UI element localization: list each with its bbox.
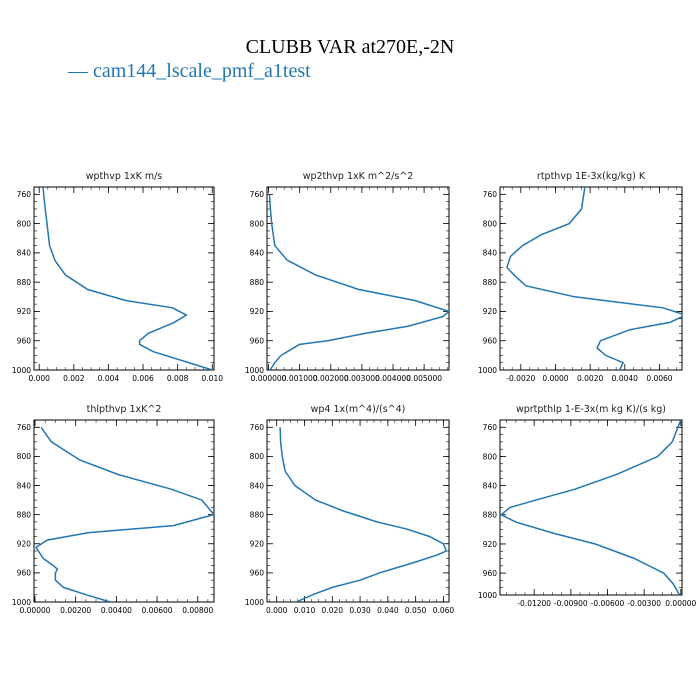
x-tick-label: 0.00400: [101, 606, 132, 615]
x-tick-label: 0.000000: [251, 374, 287, 383]
y-tick-label: 920: [483, 307, 498, 316]
y-tick-label: 880: [250, 510, 265, 519]
y-tick-label: 800: [250, 219, 265, 228]
y-tick-label: 760: [17, 423, 32, 432]
y-tick-label: 880: [483, 278, 498, 287]
x-tick-label: 0.030: [349, 606, 371, 615]
x-tick-label: 0.010: [294, 606, 316, 615]
legend-line-glyph: —: [68, 60, 88, 82]
page-title: CLUBB VAR at270E,-2N: [245, 36, 455, 58]
y-tick-label: 840: [17, 249, 32, 258]
y-tick-label: 960: [483, 569, 498, 578]
x-tick-label: 0.004000: [375, 374, 411, 383]
y-tick-label: 880: [17, 510, 32, 519]
y-tick-label: 840: [250, 481, 265, 490]
plot-title-3: thlpthvp 1xK^2: [87, 404, 162, 415]
y-tick-label: 960: [483, 337, 498, 346]
y-tick-label: 1000: [478, 591, 497, 600]
x-tick-label: 0.040: [377, 606, 399, 615]
x-tick-label: 0.0020: [577, 374, 603, 383]
x-tick-label: 0.010: [202, 374, 224, 383]
y-tick-label: 920: [250, 307, 265, 316]
x-tick-label: 0.002: [63, 374, 85, 383]
y-tick-label: 960: [17, 569, 32, 578]
x-tick-label: 0.00000: [665, 599, 696, 608]
y-tick-label: 1000: [12, 366, 31, 375]
plot-title-2: rtpthvp 1E-3x(kg/kg) K: [537, 171, 646, 182]
y-tick-label: 880: [483, 511, 498, 520]
plot-frame-2: [499, 186, 683, 371]
x-tick-label: 0.005000: [406, 374, 442, 383]
x-tick-label: 0.020: [322, 606, 344, 615]
series-line-1-0: [268, 194, 449, 370]
y-tick-label: 960: [250, 337, 265, 346]
plot-title-1: wp2thvp 1xK m^2/s^2: [303, 171, 414, 182]
y-tick-label: 880: [17, 278, 32, 287]
x-tick-label: 0.003000: [344, 374, 380, 383]
y-tick-label: 800: [483, 219, 498, 228]
x-tick-label: 0.00800: [182, 606, 213, 615]
x-tick-label: 0.060: [433, 606, 455, 615]
x-tick-label: 0.0000: [542, 374, 568, 383]
plot-frame-4: [266, 419, 450, 603]
y-tick-label: 960: [17, 337, 32, 346]
y-tick-label: 1000: [245, 598, 264, 607]
y-tick-label: 1000: [12, 598, 31, 607]
legend-entry: — cam144_lscale_pmf_a1test: [68, 60, 311, 83]
x-tick-label: 0.000: [28, 374, 50, 383]
plot-title-5: wprtpthlp 1-E-3x(m kg K)/(s kg): [516, 404, 666, 415]
x-tick-label: -0.00300: [627, 599, 661, 608]
series-line-5-0: [500, 420, 682, 595]
series-line-2-0: [506, 187, 682, 370]
y-tick-label: 760: [483, 423, 498, 432]
x-tick-label: -0.00900: [554, 599, 588, 608]
plot-title-0: wpthvp 1xK m/s: [86, 171, 163, 182]
y-tick-label: 760: [17, 190, 32, 199]
x-tick-label: -0.0020: [506, 374, 535, 383]
y-tick-label: 800: [17, 219, 32, 228]
y-tick-label: 760: [250, 423, 265, 432]
series-line-3-0: [34, 426, 214, 602]
plot-title-4: wp4 1x(m^4)/(s^4): [311, 404, 406, 415]
x-tick-label: 0.00200: [60, 606, 91, 615]
y-tick-label: 840: [483, 249, 498, 258]
plot-frame-3: [33, 419, 215, 603]
y-tick-label: 840: [483, 481, 498, 490]
legend-label: cam144_lscale_pmf_a1test: [93, 60, 311, 82]
y-tick-label: 760: [250, 190, 265, 199]
plot-frame-0: [33, 186, 215, 371]
x-tick-label: 0.00000: [20, 606, 51, 615]
y-tick-label: 800: [483, 452, 498, 461]
y-tick-label: 920: [17, 307, 32, 316]
x-tick-label: 0.000: [266, 606, 288, 615]
series-line-4-0: [279, 427, 448, 602]
y-tick-label: 920: [483, 540, 498, 549]
plot-frame-1: [266, 186, 450, 371]
x-tick-label: -0.01200: [517, 599, 551, 608]
x-tick-label: 0.0060: [646, 374, 672, 383]
x-tick-label: 0.006: [132, 374, 154, 383]
x-tick-label: -0.00600: [591, 599, 625, 608]
y-tick-label: 920: [17, 540, 32, 549]
y-tick-label: 760: [483, 190, 498, 199]
y-tick-label: 960: [250, 569, 265, 578]
x-tick-label: 0.00600: [142, 606, 173, 615]
y-tick-label: 840: [17, 481, 32, 490]
y-tick-label: 800: [250, 452, 265, 461]
y-tick-label: 800: [17, 452, 32, 461]
y-tick-label: 1000: [245, 366, 264, 375]
x-tick-label: 0.0040: [612, 374, 638, 383]
x-tick-label: 0.004: [98, 374, 120, 383]
x-tick-label: 0.050: [405, 606, 427, 615]
y-tick-label: 1000: [478, 366, 497, 375]
y-tick-label: 920: [250, 540, 265, 549]
x-tick-label: 0.001000: [282, 374, 318, 383]
x-tick-label: 0.008: [167, 374, 189, 383]
y-tick-label: 840: [250, 249, 265, 258]
x-tick-label: 0.002000: [313, 374, 349, 383]
y-tick-label: 880: [250, 278, 265, 287]
series-line-0-0: [42, 187, 213, 370]
